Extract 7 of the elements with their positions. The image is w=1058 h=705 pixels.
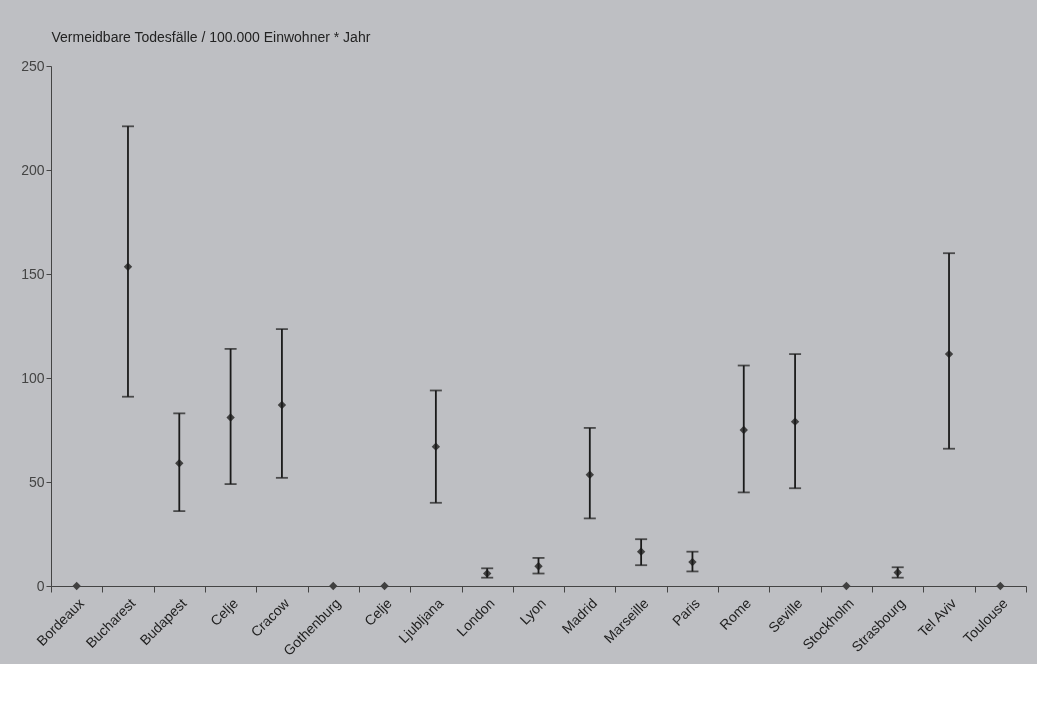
y-axis-title: Vermeidbare Todesfälle / 100.000 Einwohner * Jahr [51, 28, 371, 45]
y-tick-label: 0 [36, 577, 45, 594]
y-tick-label: 150 [21, 265, 45, 282]
y-tick-label: 250 [21, 57, 45, 74]
y-tick-label: 50 [28, 473, 45, 490]
y-tick-label: 100 [21, 369, 45, 386]
y-tick-label: 200 [21, 161, 45, 178]
